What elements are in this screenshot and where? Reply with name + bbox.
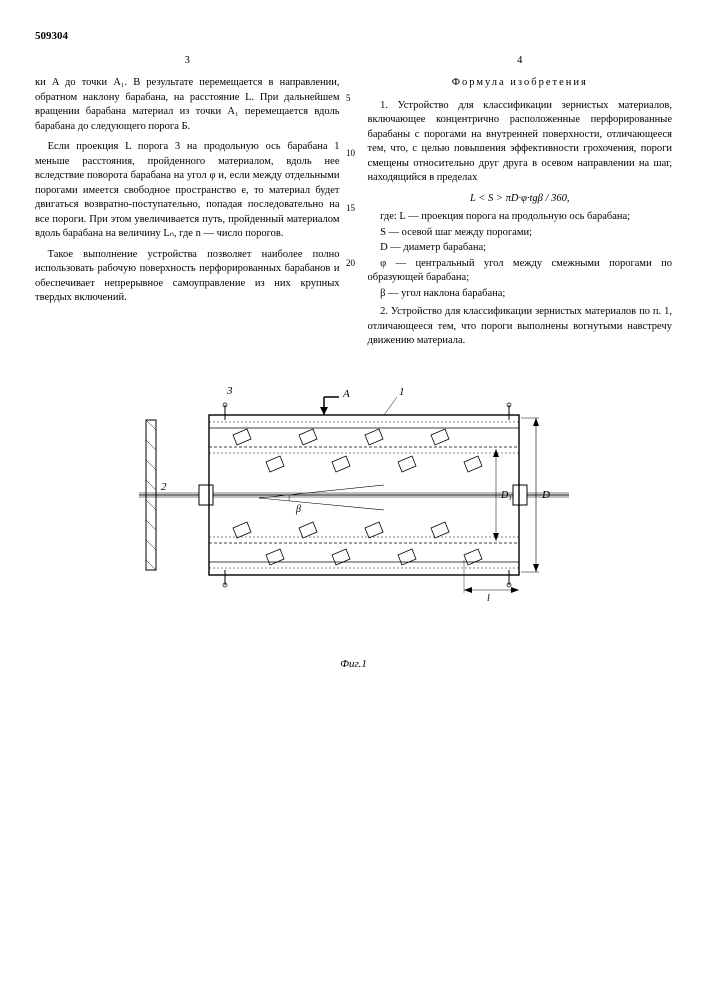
line-marker: 20: [346, 258, 355, 268]
left-para-3: Такое выполнение устройства позволяет на…: [35, 248, 340, 306]
label-3: 3: [226, 385, 233, 397]
angle-line: [259, 498, 384, 510]
support-hatch: [146, 480, 156, 490]
col-number-right: 4: [368, 54, 673, 68]
right-column: 4 Формула изобретения 1. Устройство для …: [368, 54, 673, 355]
def-3: D — диаметр барабана;: [368, 241, 673, 255]
support-hatch: [146, 520, 156, 530]
line-marker: 10: [346, 148, 355, 158]
figure-caption: Фиг.1: [139, 658, 569, 670]
section-arrow: [320, 407, 328, 415]
left-para-2: Если проекция L порога 3 на продольную о…: [35, 140, 340, 241]
label-1: 1: [399, 386, 405, 398]
figure: 3 A 1 2 β D D₁ l Фиг.1: [139, 385, 569, 645]
dim-arrow: [511, 587, 519, 593]
leader-1: [384, 397, 397, 415]
dim-arrow: [464, 587, 472, 593]
support-hatch: [146, 440, 156, 450]
support-hatch: [146, 420, 156, 430]
right-para-2: 2. Устройство для классификации зернисты…: [368, 305, 673, 348]
line-marker: 5: [346, 93, 351, 103]
figure-svg: 3 A 1 2 β D D₁ l: [139, 385, 569, 645]
support-hatch: [146, 540, 156, 550]
left-column: 3 ки A до точки A₁. В результате перемещ…: [35, 54, 340, 355]
support-hatch: [146, 460, 156, 470]
right-para-1: 1. Устройство для классификации зернисты…: [368, 99, 673, 186]
formula-title: Формула изобретения: [368, 76, 673, 90]
label-l: l: [487, 593, 490, 604]
dim-arrow: [533, 564, 539, 572]
def-4: φ — центральный угол между смежными поро…: [368, 257, 673, 286]
left-para-1: ки A до точки A₁. В результате перемещае…: [35, 76, 340, 134]
angle-line: [259, 485, 384, 498]
dim-arrow: [533, 418, 539, 426]
def-5: β — угол наклона барабана;: [368, 287, 673, 301]
def-2: S — осевой шаг между порогами;: [368, 226, 673, 240]
support-hatch: [146, 500, 156, 510]
label-D: D: [541, 489, 550, 501]
col-number-left: 3: [35, 54, 340, 68]
label-D-inner: D₁: [500, 490, 512, 501]
label-2: 2: [161, 481, 167, 493]
label-beta: β: [295, 504, 301, 515]
hub-right: [513, 485, 527, 505]
line-marker: 15: [346, 203, 355, 213]
def-1: где: L — проекция порога на продольную о…: [368, 210, 673, 224]
formula-math: L < S > πD·φ·tgβ / 360,: [368, 192, 673, 206]
hub-left: [199, 485, 213, 505]
label-A: A: [342, 388, 350, 400]
doc-number: 509304: [35, 30, 672, 42]
support-hatch: [146, 560, 156, 570]
